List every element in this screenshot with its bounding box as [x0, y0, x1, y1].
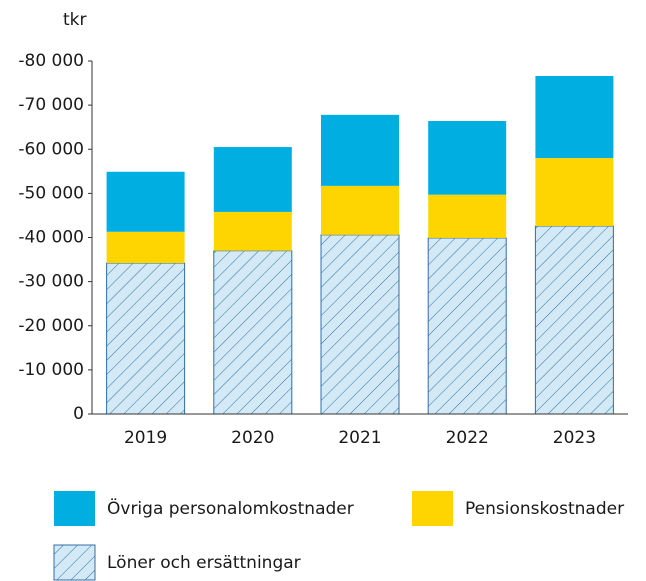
legend-swatch: [53, 544, 96, 581]
legend-label: Övriga personalomkostnader: [107, 497, 354, 519]
bar-segment: [213, 211, 292, 251]
bar-segment: [321, 185, 399, 235]
legend-label: Löner och ersättningar: [107, 553, 301, 573]
bar-segment: [321, 114, 399, 186]
legend-swatch: [54, 491, 95, 526]
bar-segment: [213, 147, 292, 212]
y-tick-label: -60 000: [18, 139, 84, 159]
x-tick-label: 2023: [553, 428, 596, 448]
x-tick-label: 2021: [338, 428, 381, 448]
y-tick-label: -30 000: [18, 272, 84, 292]
bar-segment: [320, 234, 400, 415]
x-tick-label: 2019: [124, 428, 167, 448]
bar-segment: [106, 262, 186, 415]
bar-segment: [106, 231, 185, 264]
y-tick-label: 0: [73, 404, 84, 424]
y-tick-label: -70 000: [18, 95, 84, 115]
bar-segment: [106, 171, 185, 232]
x-tick-label: 2020: [231, 428, 274, 448]
y-tick-label: -50 000: [18, 183, 84, 203]
legend-label: Pensionskostnader: [465, 499, 624, 519]
bar-segment: [427, 237, 507, 415]
y-tick-label: -80 000: [18, 51, 84, 71]
y-tick-label: -10 000: [18, 360, 84, 380]
legend-swatch: [412, 491, 453, 526]
bar-segment: [428, 121, 507, 195]
bar-segment: [428, 194, 507, 238]
bar-segment: [213, 250, 293, 415]
bar-segment: [534, 225, 614, 415]
y-tick-label: -20 000: [18, 316, 84, 336]
x-tick-label: 2022: [446, 428, 489, 448]
y-tick-label: -40 000: [18, 228, 84, 248]
bar-segment: [535, 76, 614, 159]
y-axis-label: tkr: [63, 10, 87, 30]
bar-segment: [535, 158, 614, 227]
